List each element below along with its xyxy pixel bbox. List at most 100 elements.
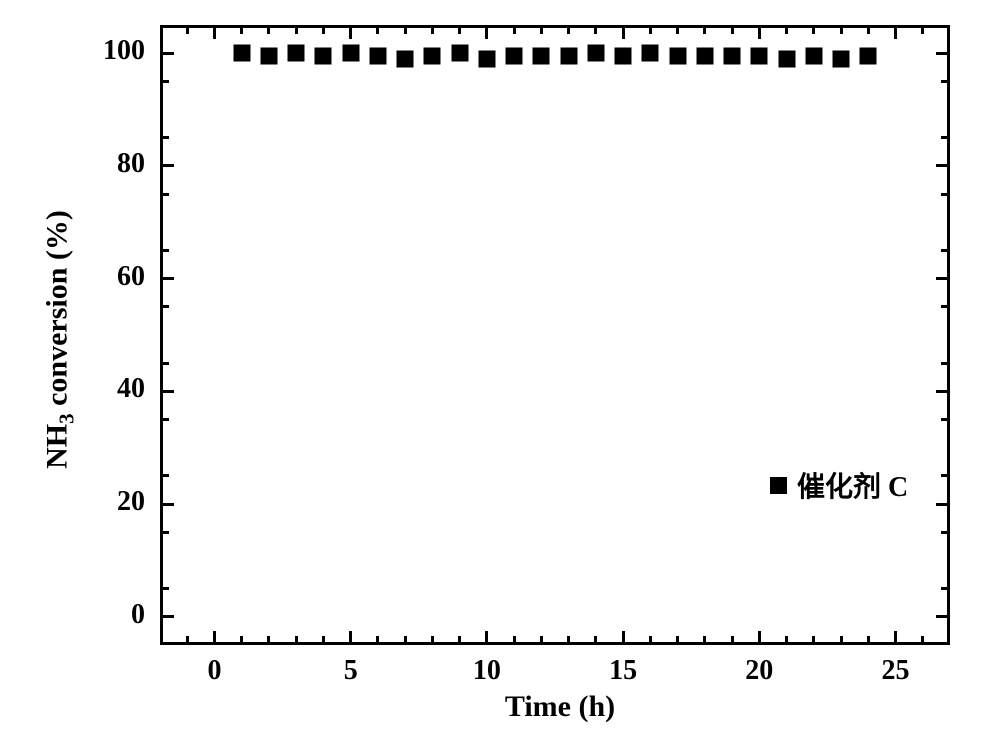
x-minor-tick <box>812 636 815 645</box>
x-tick-label: 20 <box>729 655 789 687</box>
data-point <box>615 48 632 65</box>
x-minor-tick-top <box>240 25 243 34</box>
x-major-tick <box>485 631 488 645</box>
x-major-tick-top <box>894 25 897 39</box>
x-minor-tick <box>594 636 597 645</box>
x-minor-tick-top <box>267 25 270 34</box>
data-point <box>397 50 414 67</box>
y-tick-label: 40 <box>85 373 145 405</box>
x-minor-tick <box>567 636 570 645</box>
x-minor-tick <box>785 636 788 645</box>
y-major-tick-right <box>936 503 950 506</box>
y-minor-tick <box>160 474 169 477</box>
x-major-tick <box>758 631 761 645</box>
y-minor-tick <box>160 193 169 196</box>
x-tick-label: 15 <box>593 655 653 687</box>
legend-label: 催化剂 C <box>797 465 908 505</box>
x-minor-tick-top <box>322 25 325 34</box>
x-minor-tick <box>431 636 434 645</box>
y-minor-tick <box>160 249 169 252</box>
x-minor-tick <box>731 636 734 645</box>
data-point <box>342 45 359 62</box>
x-minor-tick <box>295 636 298 645</box>
x-minor-tick-top <box>295 25 298 34</box>
data-point <box>369 48 386 65</box>
y-minor-tick-right <box>941 362 950 365</box>
y-minor-tick <box>160 418 169 421</box>
legend: 催化剂 C <box>770 465 908 505</box>
x-minor-tick-top <box>840 25 843 34</box>
y-major-tick <box>160 503 174 506</box>
x-minor-tick <box>703 636 706 645</box>
x-minor-tick <box>921 636 924 645</box>
x-minor-tick-top <box>567 25 570 34</box>
y-tick-label: 20 <box>85 486 145 518</box>
y-major-tick <box>160 164 174 167</box>
y-axis-label: NH3 conversion (%) <box>41 190 80 490</box>
data-point <box>724 48 741 65</box>
y-major-tick <box>160 277 174 280</box>
data-point <box>506 48 523 65</box>
y-minor-tick-right <box>941 587 950 590</box>
y-minor-tick <box>160 531 169 534</box>
x-minor-tick <box>540 636 543 645</box>
legend-marker-icon <box>770 477 787 494</box>
y-minor-tick <box>160 80 169 83</box>
y-major-tick-right <box>936 277 950 280</box>
x-minor-tick-top <box>376 25 379 34</box>
x-minor-tick-top <box>186 25 189 34</box>
x-minor-tick <box>513 636 516 645</box>
x-minor-tick <box>676 636 679 645</box>
x-axis-label: Time (h) <box>460 690 660 724</box>
y-minor-tick <box>160 305 169 308</box>
x-tick-label: 5 <box>321 655 381 687</box>
x-minor-tick-top <box>594 25 597 34</box>
x-minor-tick-top <box>540 25 543 34</box>
x-minor-tick <box>404 636 407 645</box>
chart-container: NH3 conversion (%) Time (h) 催化剂 C 0 20 40 6… <box>0 0 1000 744</box>
plot-area <box>160 25 950 645</box>
x-minor-tick-top <box>431 25 434 34</box>
x-major-tick <box>349 631 352 645</box>
y-minor-tick <box>160 136 169 139</box>
x-minor-tick-top <box>785 25 788 34</box>
y-minor-tick-right <box>941 136 950 139</box>
data-point <box>288 45 305 62</box>
y-major-tick <box>160 52 174 55</box>
y-major-tick <box>160 390 174 393</box>
data-point <box>424 48 441 65</box>
y-minor-tick-right <box>941 418 950 421</box>
x-major-tick-top <box>622 25 625 39</box>
x-minor-tick-top <box>458 25 461 34</box>
y-major-tick <box>160 615 174 618</box>
x-minor-tick-top <box>867 25 870 34</box>
y-major-tick-right <box>936 615 950 618</box>
y-tick-label: 60 <box>85 261 145 293</box>
y-minor-tick <box>160 362 169 365</box>
x-minor-tick-top <box>676 25 679 34</box>
x-minor-tick <box>458 636 461 645</box>
data-point <box>696 48 713 65</box>
x-minor-tick-top <box>921 25 924 34</box>
data-point <box>451 45 468 62</box>
x-major-tick-top <box>758 25 761 39</box>
x-major-tick <box>622 631 625 645</box>
data-point <box>587 45 604 62</box>
x-minor-tick <box>867 636 870 645</box>
x-minor-tick <box>240 636 243 645</box>
y-minor-tick <box>160 587 169 590</box>
x-tick-label: 10 <box>457 655 517 687</box>
y-minor-tick-right <box>941 249 950 252</box>
x-minor-tick <box>186 636 189 645</box>
x-minor-tick <box>376 636 379 645</box>
x-tick-label: 0 <box>184 655 244 687</box>
x-minor-tick <box>267 636 270 645</box>
y-major-tick-right <box>936 164 950 167</box>
data-point <box>478 50 495 67</box>
x-tick-label: 25 <box>866 655 926 687</box>
y-tick-label: 100 <box>85 35 145 67</box>
x-minor-tick <box>649 636 652 645</box>
y-major-tick-right <box>936 52 950 55</box>
x-major-tick-top <box>485 25 488 39</box>
x-major-tick <box>894 631 897 645</box>
